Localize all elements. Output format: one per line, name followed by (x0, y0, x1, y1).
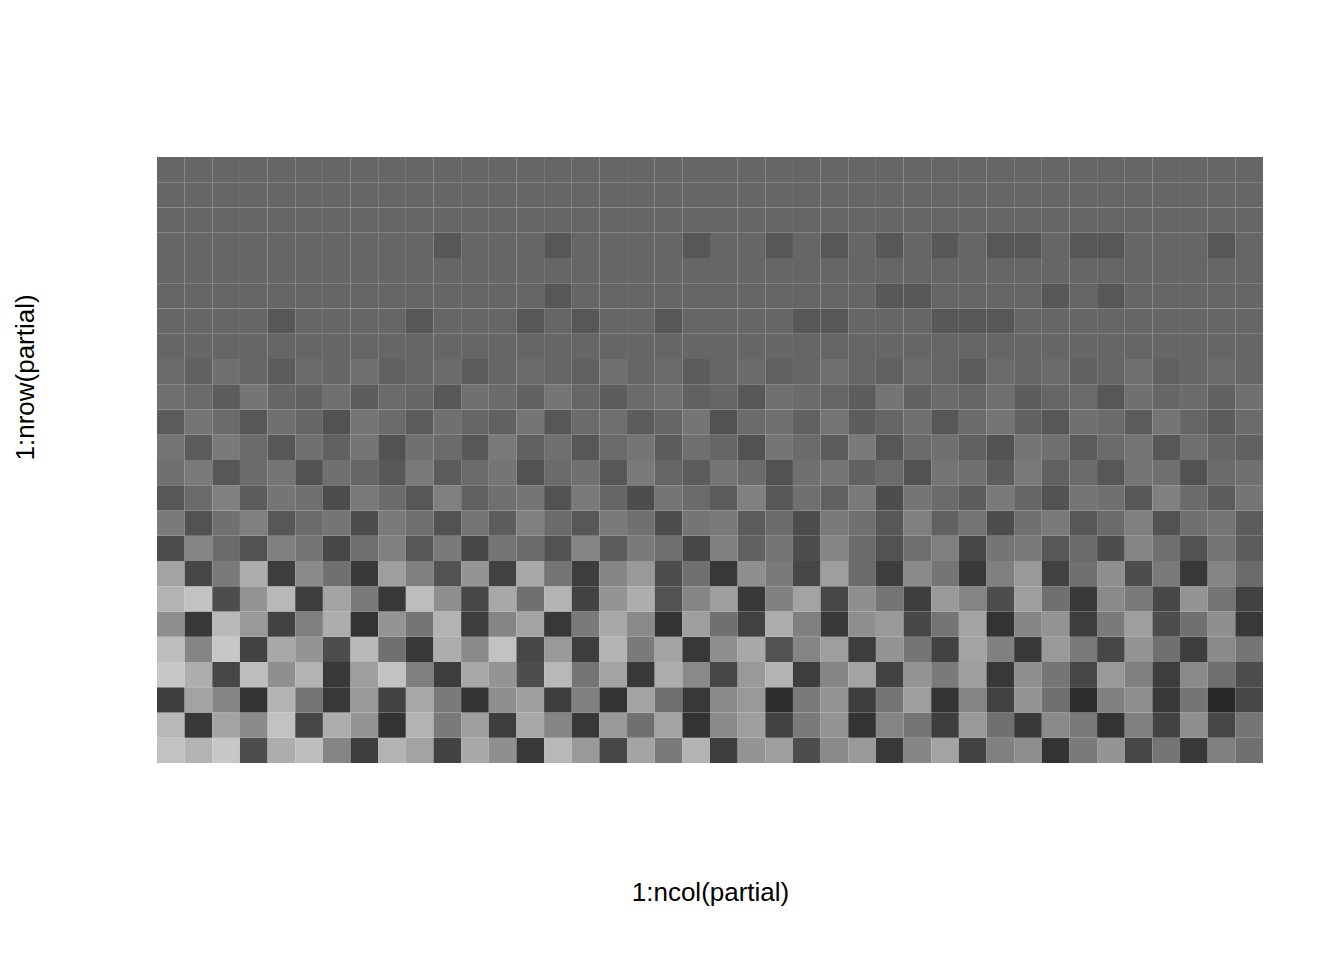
svg-text:1:ncol(partial): 1:ncol(partial) (632, 877, 790, 907)
svg-text:1:nrow(partial): 1:nrow(partial) (10, 294, 40, 460)
